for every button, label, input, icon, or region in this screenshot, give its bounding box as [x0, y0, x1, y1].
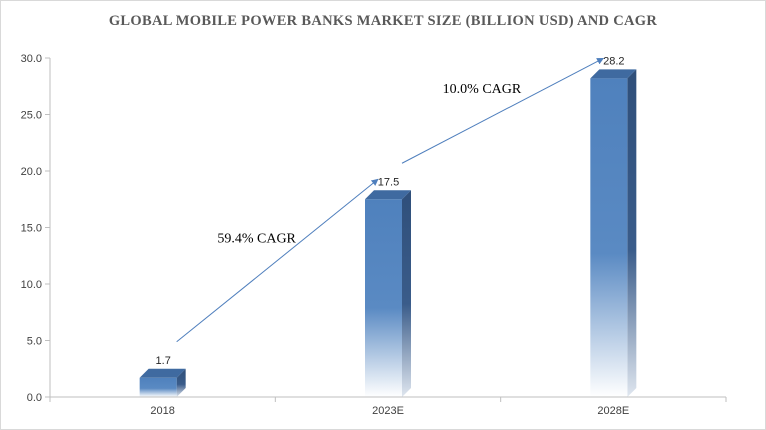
bar — [590, 69, 637, 397]
y-tick-label: 25.0 — [21, 110, 42, 122]
x-tick-label: 2023E — [372, 405, 404, 417]
bar-front — [139, 377, 177, 397]
cagr-arrow — [176, 178, 379, 343]
bar-top — [139, 368, 186, 378]
bar-top — [365, 190, 411, 200]
bar — [365, 190, 411, 397]
x-tick-label: 2018 — [150, 405, 174, 417]
cagr-annotations: 59.4% CAGR 10.0% CAGR — [176, 57, 604, 343]
bar-front — [590, 78, 628, 397]
y-axis-ticks: 0.0 5.0 10.0 15.0 20.0 25.0 30.0 — [21, 53, 50, 404]
bar-side — [176, 368, 186, 397]
bar-data-label: 17.5 — [378, 176, 399, 188]
x-tick-label: 2028E — [597, 405, 629, 417]
cagr-label: 10.0% CAGR — [443, 82, 522, 97]
y-tick-label: 5.0 — [27, 336, 42, 348]
y-tick-label: 10.0 — [21, 279, 42, 291]
bars: 1.7 17.5 28.2 — [139, 55, 637, 397]
bar-side — [402, 190, 411, 397]
y-tick-label: 15.0 — [21, 223, 42, 235]
x-axis-ticks: 2018 2023E 2028E — [49, 397, 727, 417]
y-tick-label: 30.0 — [21, 53, 42, 65]
cagr-arrow — [401, 57, 604, 164]
bar — [139, 368, 186, 397]
bar-top — [590, 69, 637, 79]
cagr-label: 59.4% CAGR — [217, 232, 296, 247]
y-tick-label: 20.0 — [21, 166, 42, 178]
bar-side — [627, 69, 637, 397]
y-tick-label: 0.0 — [27, 392, 42, 404]
bar-data-label: 28.2 — [603, 55, 624, 67]
bar-front — [365, 199, 402, 397]
chart-title: GLOBAL MOBILE POWER BANKS MARKET SIZE (B… — [109, 13, 658, 29]
bar-data-label: 1.7 — [156, 355, 171, 367]
